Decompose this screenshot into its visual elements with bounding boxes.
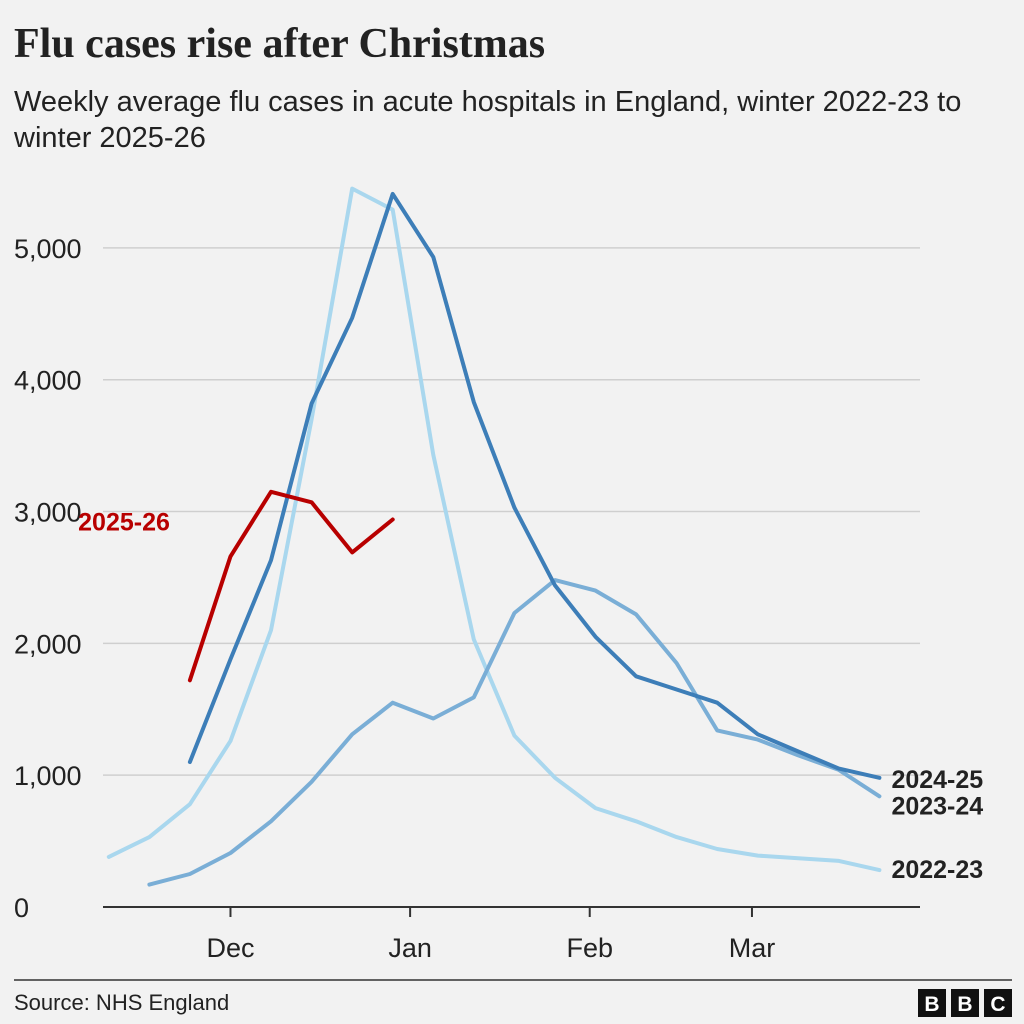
logo-letter: B (957, 993, 972, 1016)
series-line (147, 578, 882, 887)
series-line (187, 191, 882, 780)
chart-subtitle: Weekly average flu cases in acute hospit… (14, 86, 962, 154)
y-tick-label: 5,000 (14, 234, 82, 264)
y-tick-label: 2,000 (14, 629, 82, 659)
series-label: 2023-24 (891, 792, 983, 820)
series-label: 2025-26 (78, 508, 170, 536)
y-tick-label: 3,000 (14, 498, 82, 528)
chart-title: Flu cases rise after Christmas (14, 21, 546, 67)
logo-box (951, 989, 979, 1017)
series-line (187, 489, 395, 683)
logo-box (984, 989, 1012, 1017)
x-tick-label: Jan (388, 933, 432, 963)
series-label: 2022-23 (891, 856, 983, 884)
logo-box (918, 989, 946, 1017)
x-tick-label: Feb (566, 933, 613, 963)
series-label: 2024-25 (891, 766, 983, 794)
y-tick-label: 1,000 (14, 761, 82, 791)
y-tick-label: 0 (14, 893, 29, 923)
logo-letter: C (990, 993, 1005, 1016)
logo-letter: B (924, 993, 939, 1016)
source-note: Source: NHS England (14, 990, 229, 1015)
series-line (106, 186, 882, 873)
x-tick-label: Mar (729, 933, 776, 963)
y-tick-label: 4,000 (14, 366, 82, 396)
x-tick-label: Dec (206, 933, 254, 963)
